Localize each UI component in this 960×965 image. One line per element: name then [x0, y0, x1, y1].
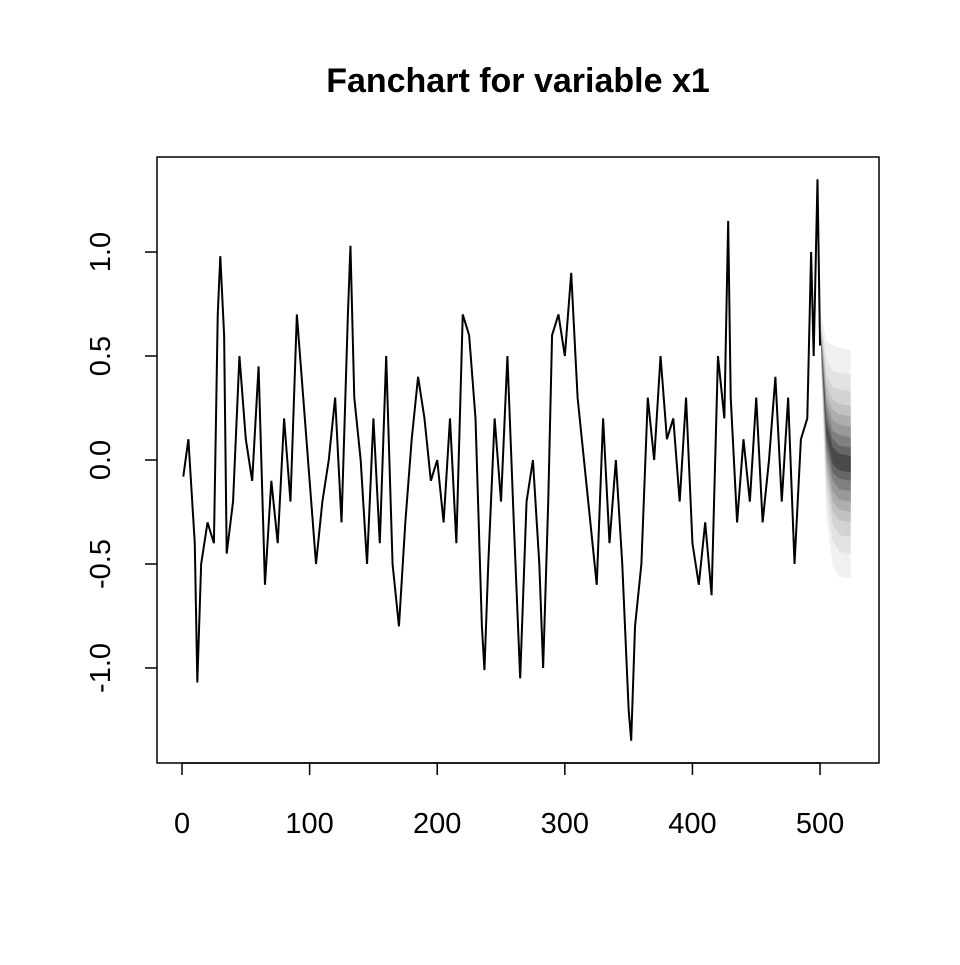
y-tick-label: 0.5	[85, 336, 117, 376]
x-tick-label: 500	[796, 808, 844, 840]
series-line	[182, 179, 822, 741]
x-tick-label: 0	[174, 808, 190, 840]
y-tick-label: 0.0	[85, 440, 117, 480]
fan-band	[821, 341, 851, 481]
y-tick-label: -0.5	[85, 539, 117, 589]
x-tick-label: 400	[668, 808, 716, 840]
x-tick-label: 100	[285, 808, 333, 840]
chart-title: Fanchart for variable x1	[326, 62, 710, 100]
x-tick-label: 200	[413, 808, 461, 840]
y-tick-label: -1.0	[85, 643, 117, 693]
fan-band	[821, 343, 851, 473]
y-tick-label: 1.0	[85, 232, 117, 272]
x-tick-label: 300	[541, 808, 589, 840]
